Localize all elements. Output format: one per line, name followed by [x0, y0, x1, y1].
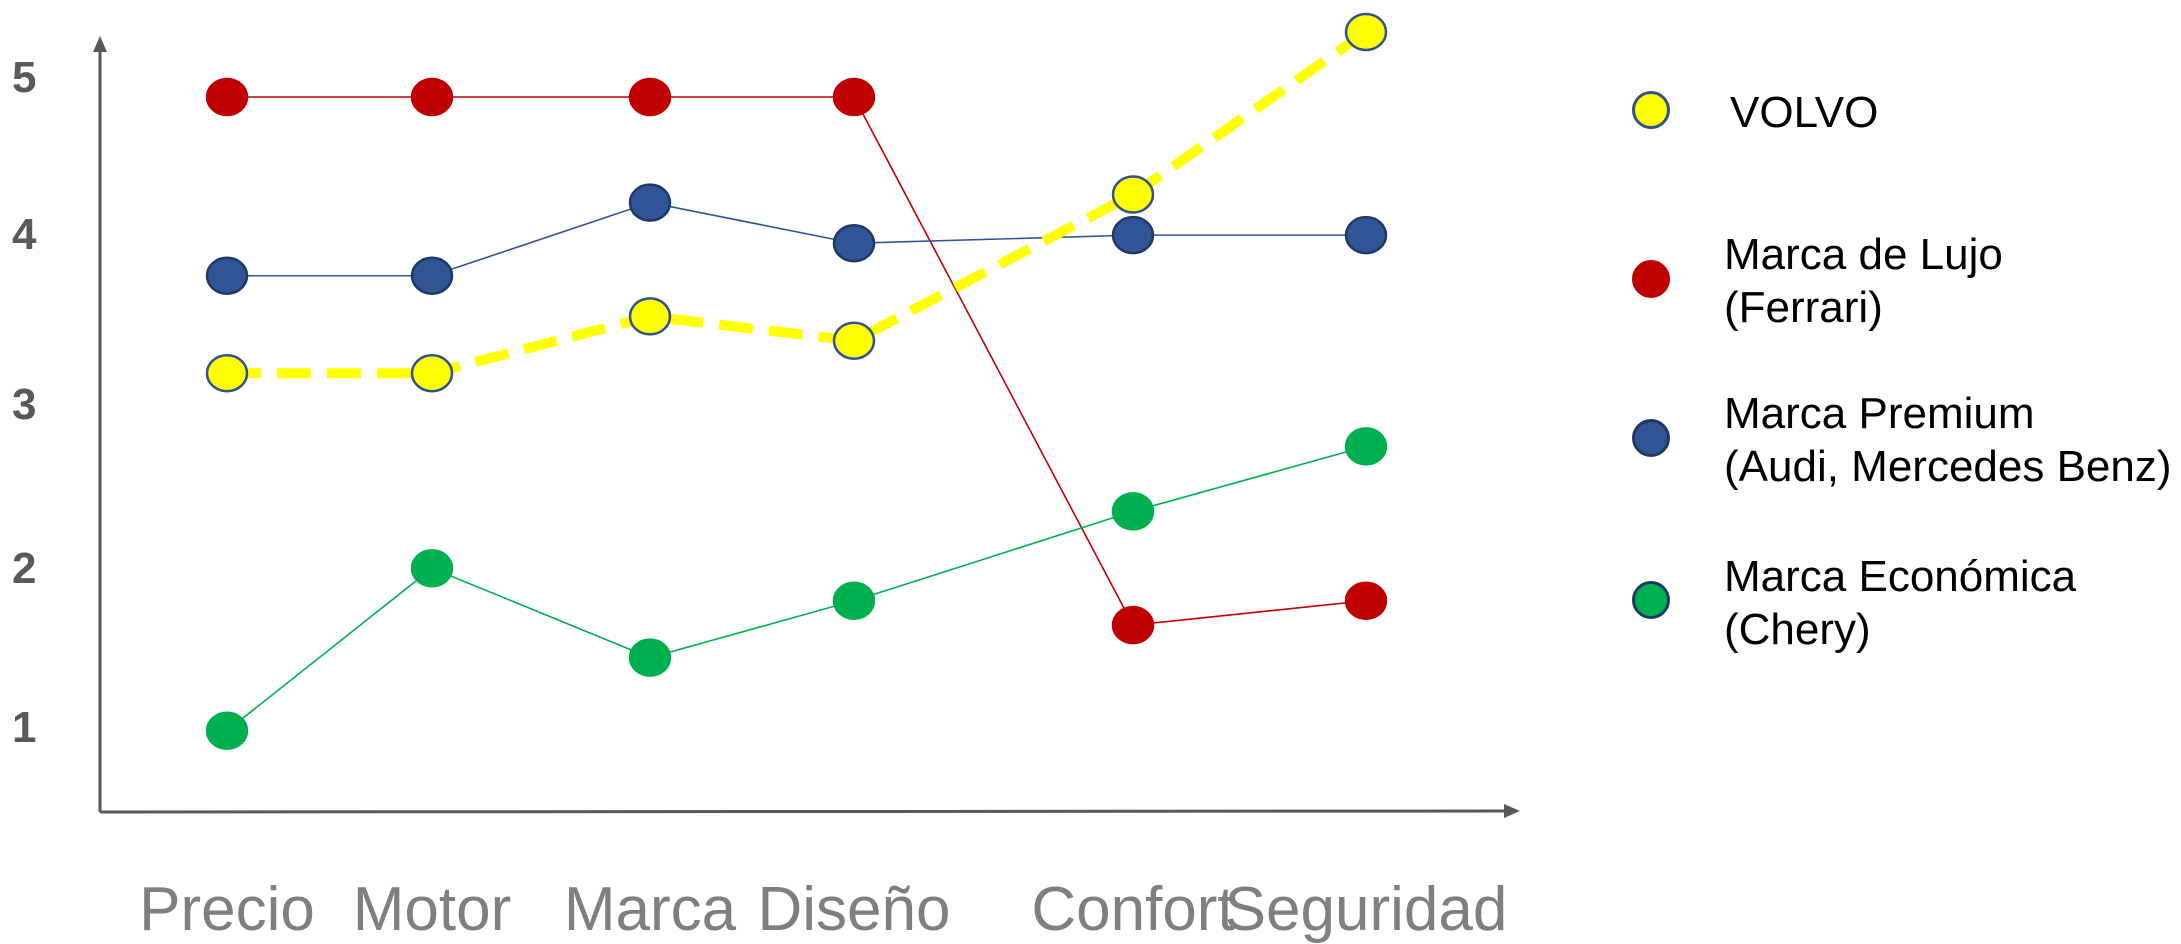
data-point — [205, 77, 249, 117]
y-tick-label: 2 — [12, 544, 36, 593]
data-point — [832, 224, 876, 263]
data-point — [628, 297, 672, 336]
data-point — [832, 77, 876, 117]
x-axis-arrow — [1504, 804, 1520, 818]
y-tick-label: 5 — [12, 53, 36, 102]
data-point — [1111, 492, 1155, 531]
legend-label-economica-line2: (Chery) — [1724, 605, 1871, 654]
data-point — [410, 549, 454, 588]
data-point — [628, 638, 672, 677]
x-tick-label: Motor — [353, 875, 511, 944]
x-tick-label: Precio — [139, 875, 315, 944]
data-point — [1111, 175, 1155, 214]
data-point — [1344, 215, 1388, 255]
data-point — [410, 354, 454, 393]
legend-marker-economica — [1632, 581, 1670, 619]
legend-marker-lujo — [1632, 260, 1670, 298]
x-axis-line — [99, 809, 1507, 814]
y-tick-label: 3 — [12, 380, 36, 429]
data-point — [410, 256, 454, 295]
legend-marker-premium — [1632, 419, 1670, 457]
x-tick-label: Confort — [1031, 875, 1234, 944]
series-line — [227, 96, 1367, 626]
data-point — [832, 581, 876, 620]
data-point — [1111, 605, 1155, 645]
legend-label-premium-line1: Marca Premium — [1724, 389, 2035, 438]
data-point — [1111, 215, 1155, 255]
data-point — [1344, 427, 1388, 466]
legend-label-lujo-line1: Marca de Lujo — [1724, 230, 2003, 279]
x-tick-label: Diseño — [758, 875, 951, 944]
y-tick-label: 4 — [12, 210, 37, 259]
data-point — [205, 711, 249, 750]
data-point — [832, 321, 876, 360]
data-point — [410, 77, 454, 117]
y-axis-arrow — [93, 36, 107, 52]
data-point — [1344, 581, 1388, 620]
legend-marker-volvo — [1632, 91, 1670, 129]
data-point — [628, 183, 672, 222]
data-point — [205, 354, 249, 393]
legend-label-premium-line2: (Audi, Mercedes Benz) — [1724, 442, 2172, 491]
y-tick-label: 1 — [12, 703, 36, 752]
data-point — [1344, 12, 1388, 52]
data-point — [205, 256, 249, 295]
data-point — [628, 77, 672, 117]
series-line — [227, 201, 1366, 277]
x-tick-label: Seguridad — [1225, 875, 1508, 944]
legend-label-volvo: VOLVO — [1730, 88, 1879, 137]
series-line — [226, 445, 1367, 732]
x-tick-label: Marca — [564, 875, 737, 944]
series-line — [227, 27, 1369, 379]
legend-label-lujo-line2: (Ferrari) — [1724, 283, 1883, 332]
legend-label-economica-line1: Marca Económica — [1724, 552, 2077, 601]
